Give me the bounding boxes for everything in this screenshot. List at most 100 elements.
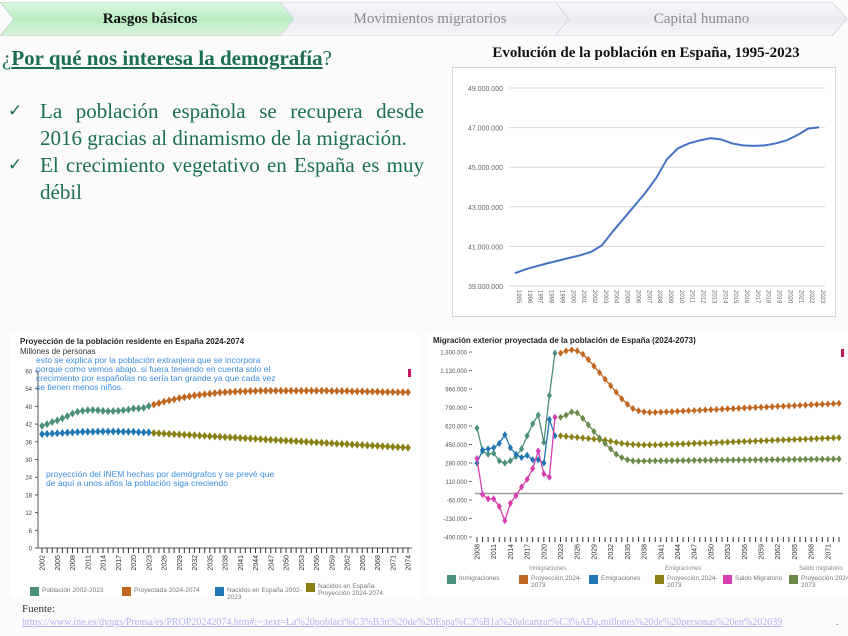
data-point <box>797 435 803 443</box>
data-point <box>84 427 91 436</box>
chart-subtitle: Millones de personas <box>20 347 96 356</box>
series-line <box>560 411 840 462</box>
data-point <box>90 427 96 436</box>
data-point <box>69 409 76 418</box>
legend-item: Proyección 2024-2073 <box>519 575 585 589</box>
data-point <box>663 457 669 465</box>
data-point <box>669 457 675 465</box>
legend-label: Inmigraciones <box>459 575 500 582</box>
x-tick-label: 2019 <box>776 290 782 304</box>
bullet-text: El crecimiento vegetativo en España es m… <box>40 153 424 204</box>
data-point <box>741 456 747 464</box>
data-point <box>619 453 625 462</box>
data-point <box>227 433 233 442</box>
data-point <box>201 390 208 399</box>
data-point <box>323 386 330 395</box>
data-point <box>574 433 580 442</box>
x-tick-label: 1998 <box>548 290 554 304</box>
x-tick-label: 2014 <box>721 290 727 304</box>
data-point <box>364 387 371 396</box>
data-point <box>652 441 658 449</box>
x-tick-label: 2056 <box>742 544 749 560</box>
data-point <box>563 411 569 419</box>
data-point <box>39 421 45 430</box>
legend-item: Nacidos en España Proyección 2024-2074 <box>306 583 386 597</box>
data-point <box>293 437 299 446</box>
data-point <box>334 387 340 396</box>
data-point <box>780 436 786 444</box>
migration-chart: Migración exterior proyectada de la pobl… <box>427 333 848 595</box>
y-tick-label: 620.000 <box>445 425 467 431</box>
source-link[interactable]: https://www.ine.es/dyngs/Prensa/es/PROP2… <box>22 617 783 628</box>
data-point <box>349 440 355 449</box>
y-tick-label: 41.000.000 <box>468 244 503 251</box>
data-point <box>140 403 147 412</box>
data-point <box>585 434 591 443</box>
data-point <box>491 449 497 457</box>
data-point <box>110 427 116 436</box>
data-point <box>303 386 310 395</box>
data-point <box>100 406 106 415</box>
data-point <box>232 433 238 442</box>
data-point <box>262 386 269 395</box>
data-point <box>105 407 111 416</box>
data-point <box>736 404 742 412</box>
x-tick-label: 2044 <box>253 555 260 571</box>
data-point <box>647 457 653 465</box>
x-tick-label: 1997 <box>537 290 543 304</box>
x-tick-label: 2002 <box>591 290 597 304</box>
x-tick-label: 2006 <box>634 290 640 304</box>
data-point <box>546 473 552 481</box>
legend-swatch <box>30 587 39 596</box>
x-tick-label: 2018 <box>765 290 771 304</box>
data-point <box>267 435 274 444</box>
data-point <box>574 409 580 417</box>
tab-capital-humano[interactable]: Capital humano <box>555 2 848 36</box>
data-point <box>252 434 259 443</box>
checkmark-icon: ✓ <box>8 155 23 175</box>
data-point <box>697 439 703 447</box>
series-line <box>560 349 840 414</box>
y-tick-label: 30 <box>25 458 32 464</box>
tab-rasgos-basicos[interactable]: Rasgos básicos <box>0 2 300 36</box>
data-point <box>658 457 664 465</box>
data-point <box>680 440 686 448</box>
x-tick-label: 2005 <box>624 290 630 304</box>
data-point <box>519 453 525 462</box>
legend-label: Nacidos en España 2002-2023 <box>227 587 302 601</box>
data-point <box>283 436 289 445</box>
legend-label: Proyectada 2024-2074 <box>134 587 200 594</box>
data-point <box>713 438 719 447</box>
data-point <box>44 429 50 438</box>
x-tick-label: 2041 <box>238 555 245 571</box>
data-point <box>196 390 203 399</box>
data-point <box>191 431 198 440</box>
data-point <box>719 438 725 446</box>
data-point <box>339 439 345 448</box>
data-point <box>374 387 381 396</box>
tab-arrow-shape <box>0 2 299 36</box>
data-point <box>318 386 325 395</box>
data-point <box>725 405 731 413</box>
data-point <box>641 408 647 416</box>
data-point <box>273 386 279 395</box>
data-point <box>630 457 636 465</box>
x-tick-label: 2020 <box>131 555 138 571</box>
y-tick-label: 18 <box>25 493 32 499</box>
data-point <box>552 413 558 421</box>
data-point <box>130 427 137 436</box>
x-tick-label: 2014 <box>508 544 515 560</box>
data-point <box>318 438 325 447</box>
y-tick-label: 960.000 <box>445 388 467 394</box>
y-tick-label: 6 <box>29 529 33 535</box>
legend-item: Inmigraciones <box>447 575 513 584</box>
x-tick-label: 2023 <box>146 555 153 571</box>
tab-movimientos-migratorios[interactable]: Movimientos migratorios <box>280 2 580 36</box>
legend-label: Saldo Migratorio <box>735 575 783 582</box>
data-point <box>780 402 786 410</box>
question-main: Por qué nos interesa la demografía <box>11 46 323 70</box>
x-tick-label: 2050 <box>708 544 715 560</box>
data-point <box>558 413 564 421</box>
data-point <box>480 490 486 499</box>
checkmark-icon: ✓ <box>8 101 23 121</box>
